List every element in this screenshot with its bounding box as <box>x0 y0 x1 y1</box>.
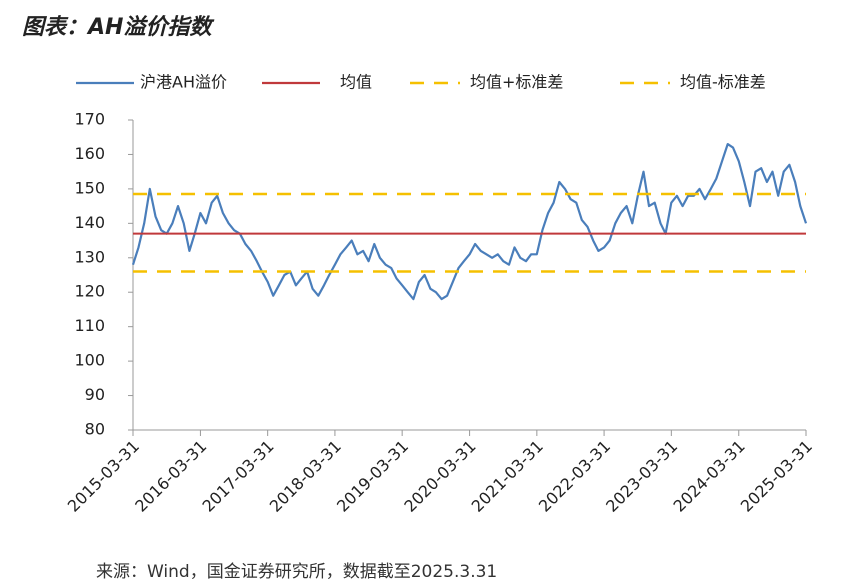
chart-title: 图表：AH溢价指数 <box>22 15 214 40</box>
legend-label: 均值-标准差 <box>680 73 766 92</box>
x-tick-label: 2016-03-31 <box>131 437 210 516</box>
source-note: 来源：Wind，国金证券研究所，数据截至2025.3.31 <box>96 562 497 582</box>
x-tick-label: 2018-03-31 <box>266 437 345 516</box>
y-tick-label: 140 <box>74 213 105 232</box>
legend-label: 均值 <box>340 73 372 92</box>
y-tick-label: 130 <box>74 247 105 266</box>
x-tick-label: 2020-03-31 <box>400 437 479 516</box>
x-tick-label: 2025-03-31 <box>737 437 816 516</box>
legend-label: 均值+标准差 <box>470 73 563 92</box>
y-tick-label: 120 <box>74 282 105 301</box>
y-tick-label: 100 <box>74 351 105 370</box>
y-tick-label: 80 <box>85 420 105 439</box>
legend-label: 沪港AH溢价 <box>140 73 227 92</box>
x-tick-label: 2017-03-31 <box>198 437 277 516</box>
y-tick-label: 150 <box>74 178 105 197</box>
series-line <box>131 143 808 301</box>
x-tick-label: 2019-03-31 <box>333 437 412 516</box>
y-tick-label: 110 <box>74 316 105 335</box>
x-tick-label: 2022-03-31 <box>535 437 614 516</box>
x-tick-label: 2024-03-31 <box>670 437 749 516</box>
x-tick-label: 2021-03-31 <box>468 437 547 516</box>
x-tick-label: 2015-03-31 <box>64 437 143 516</box>
y-tick-label: 170 <box>74 110 105 129</box>
y-tick-label: 160 <box>74 144 105 163</box>
x-tick-label: 2023-03-31 <box>602 437 681 516</box>
y-tick-label: 90 <box>85 385 105 404</box>
